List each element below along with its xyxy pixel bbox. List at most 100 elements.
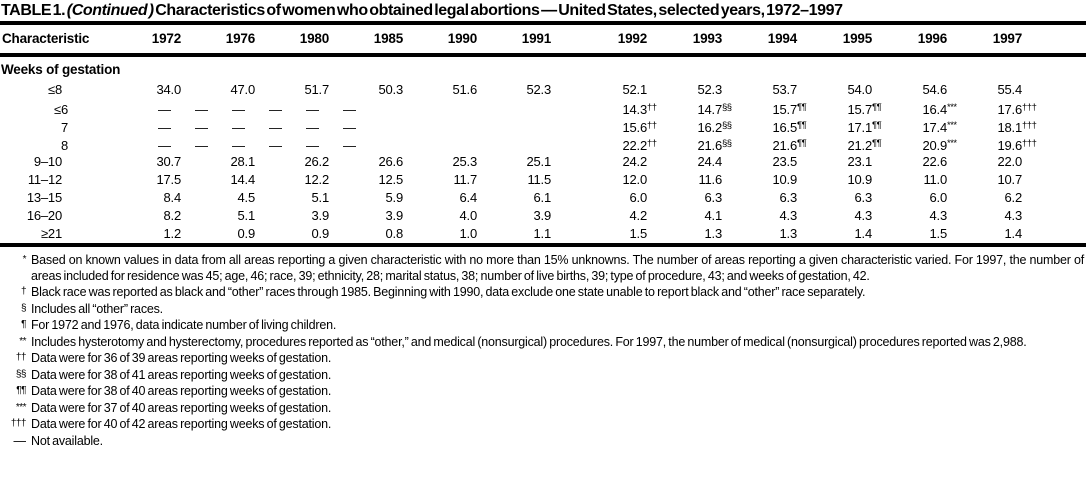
footnote-text: Data were for 38 of 40 areas reporting w… [31,384,332,398]
footnote-text: Data were for 36 of 39 areas reporting w… [31,351,332,365]
data-cell: 55.4 [997,82,1022,97]
table-row: 7 — — — — — — 15.6†† 16.2§§ 16.5¶¶ 17.1¶¶ 17.4*** 18… [0,117,1086,135]
year-column-header: 1997 [992,31,1022,46]
section-header-weeks-of-gestation: Weeks of gestation [1,62,121,77]
year-column-header: 1980 [299,31,329,46]
footnote-marker: ** [19,335,26,347]
data-cell: 3.9 [311,208,330,223]
data-cell: 8.2 [163,208,182,223]
data-cell: 4.1 [704,208,723,223]
footnote: † Black race was reported as black and “o… [0,285,1086,301]
table-row: 9–10 30.7 28.1 26.2 26.6 25.3 25.1 24.2 24.4 23.5… [0,153,1086,171]
footnote-text: Not available. [31,433,103,448]
data-cell: 16.5¶¶ [772,120,807,135]
row-label: 9–10 [33,154,62,169]
data-cell: 22.2†† [622,138,657,153]
footnote-marker: †† [15,352,27,363]
table-row: 11–12 17.5 14.4 12.2 12.5 11.7 11.5 12.0 11.6 10.… [0,171,1086,189]
data-cell: 1.2 [163,226,182,241]
footnote-marker: * [22,254,27,265]
data-cell: 15.7¶¶ [847,102,882,117]
data-cell: 3.9 [385,208,404,223]
footnote-marker: *** [15,401,27,413]
data-cell: 51.7 [304,82,329,97]
data-cell: 53.7 [772,82,797,97]
footnotes: * Based on known values in data from all … [0,253,1086,449]
footnote: § Includes all “other” races. [0,302,1086,318]
not-available-dash: — [195,102,208,117]
data-cell: 4.3 [779,208,798,223]
not-available-dash: — [158,138,171,153]
row-label: 13–15 [26,190,62,205]
data-cell: 12.2 [304,172,329,187]
footnote-text: Black race was reported as black and “ot… [31,285,866,299]
data-cell: 52.3 [697,82,722,97]
not-available-dash: — [306,120,319,135]
data-cell: 10.7 [997,172,1022,187]
continued-label: (Continued ) [66,2,154,19]
header-row: Characteristic 1972 1976 1980 1985 1990 1991 19… [0,25,1086,53]
data-cell: 10.9 [772,172,797,187]
data-cell: 14.4 [230,172,255,187]
row-label: 8 [60,138,68,153]
footnote-marker: ¶ [21,319,26,330]
row-label: ≤8 [48,82,62,97]
not-available-dash: — [232,120,245,135]
characteristic-column-header: Characteristic [2,31,90,46]
data-cell: 20.9*** [922,138,957,153]
table-row: 16–20 8.2 5.1 3.9 3.9 4.0 3.9 4.2 4.1 4.3 4.3 4.3 4.… [0,207,1086,225]
data-cell: 52.1 [622,82,647,97]
year-column-header: 1972 [151,31,181,46]
not-available-dash: — [306,102,319,117]
data-cell: 11.5 [527,172,551,187]
data-cell: 16.2§§ [697,120,732,135]
table-row: 13–15 8.4 4.5 5.1 5.9 6.4 6.1 6.0 6.3 6.3 6.3 6.0 6.… [0,189,1086,207]
data-cell: 52.3 [526,82,551,97]
table-title: TABLE 1. (Continued ) Characteristics of… [0,0,1086,21]
not-available-dash: — [232,102,245,117]
footnote-text: Data were for 37 of 40 areas reporting w… [31,400,332,415]
data-cell: 23.5 [772,154,797,169]
data-cell: 1.3 [779,226,798,241]
data-cell: 24.4 [697,154,722,169]
table-row: ≤6 — — — — — — 14.3†† 14.7§§ 15.7¶¶ 15.7¶¶ 16.4*** 1… [0,99,1086,117]
data-cell: 34.0 [156,82,181,97]
footnote-marker: §§ [15,368,27,380]
data-cell: 6.0 [629,190,648,205]
data-cell: 22.6 [922,154,947,169]
data-cell: 14.3†† [622,102,657,117]
row-label: ≤6 [54,102,68,117]
data-cell: 1.5 [629,226,648,241]
data-cell: 51.6 [452,82,477,97]
not-available-dash: — [195,120,208,135]
data-cell: 4.0 [459,208,478,223]
not-available-dash: — [343,102,356,117]
not-available-dash: — [343,138,356,153]
data-cell: 6.0 [929,190,948,205]
data-cell: 3.9 [533,208,552,223]
data-cell: 4.3 [1004,208,1023,223]
data-cell: 15.6†† [622,120,657,135]
footnote-text: Data were for 38 of 41 areas reporting w… [31,367,332,382]
data-cell: 30.7 [156,154,181,169]
data-cell: 14.7§§ [697,102,732,117]
data-cell: 6.3 [779,190,798,205]
data-cell: 5.9 [385,190,404,205]
row-label: 7 [60,120,68,135]
year-column-header: 1996 [917,31,947,46]
footnote-marker: ††† [10,418,27,429]
data-cell: 12.5 [378,172,403,187]
data-cell: 28.1 [230,154,255,169]
not-available-dash: — [269,138,282,153]
data-cell: 11.0 [923,172,947,187]
data-cell: 6.2 [1004,190,1023,205]
data-cell: 26.6 [378,154,403,169]
data-cell: 6.3 [854,190,873,205]
data-cell: 21.2¶¶ [847,138,882,153]
footnote-marker: — [13,433,27,448]
footnote-marker: § [20,302,27,314]
year-column-header: 1985 [373,31,403,46]
year-column-header: 1992 [617,31,647,46]
data-cell: 1.5 [929,226,948,241]
not-available-dash: — [269,102,282,117]
